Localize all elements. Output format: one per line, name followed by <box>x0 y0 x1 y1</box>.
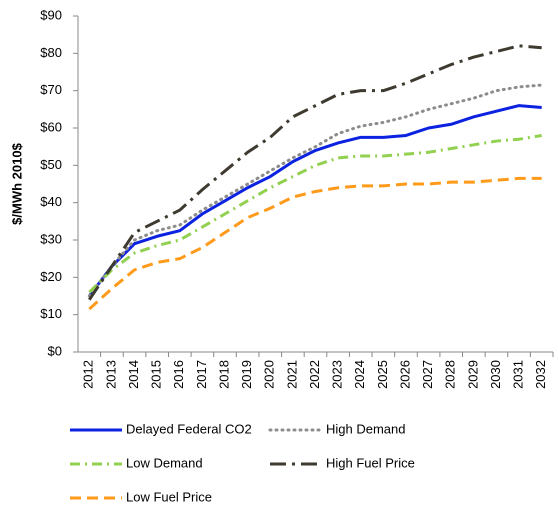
y-tick-label: $80 <box>40 45 62 60</box>
x-tick-label: 2012 <box>81 360 96 389</box>
y-axis-label: $/MWh 2010$ <box>9 142 24 224</box>
legend-label: Low Fuel Price <box>126 489 212 504</box>
x-tick-label: 2027 <box>420 360 435 389</box>
line-series <box>88 176 542 311</box>
x-tick-label: 2020 <box>262 360 277 389</box>
y-tick-label: $0 <box>48 343 62 358</box>
x-tick-label: 2017 <box>194 360 209 389</box>
line-series <box>87 83 544 298</box>
x-tick-label: 2023 <box>330 360 345 389</box>
y-tick-label: $50 <box>40 157 62 172</box>
x-tick-label: 2029 <box>465 360 480 389</box>
line-series <box>88 133 542 294</box>
y-tick-label: $30 <box>40 231 62 246</box>
x-tick-label: 2025 <box>375 360 390 389</box>
legend-label: High Fuel Price <box>326 455 415 470</box>
y-tick-label: $40 <box>40 194 62 209</box>
x-tick-label: 2021 <box>284 360 299 389</box>
x-tick-label: 2019 <box>239 360 254 389</box>
y-tick-label: $70 <box>40 82 62 97</box>
line-series <box>88 104 542 297</box>
x-tick-label: 2015 <box>149 360 164 389</box>
x-tick-label: 2016 <box>171 360 186 389</box>
x-tick-label: 2026 <box>397 360 412 389</box>
line-series <box>88 44 542 301</box>
y-tick-label: $10 <box>40 306 62 321</box>
x-tick-label: 2024 <box>352 360 367 389</box>
x-tick-label: 2031 <box>511 360 526 389</box>
legend-label: Low Demand <box>126 455 203 470</box>
legend-label: Delayed Federal CO2 <box>126 421 252 436</box>
x-tick-label: 2013 <box>103 360 118 389</box>
x-tick-label: 2030 <box>488 360 503 389</box>
x-tick-label: 2014 <box>126 360 141 389</box>
legend-label: High Demand <box>326 421 406 436</box>
x-tick-label: 2028 <box>443 360 458 389</box>
y-tick-label: $60 <box>40 119 62 134</box>
x-tick-label: 2032 <box>533 360 548 389</box>
y-tick-label: $90 <box>40 7 62 22</box>
x-tick-label: 2018 <box>216 360 231 389</box>
x-tick-label: 2022 <box>307 360 322 389</box>
y-tick-label: $20 <box>40 269 62 284</box>
